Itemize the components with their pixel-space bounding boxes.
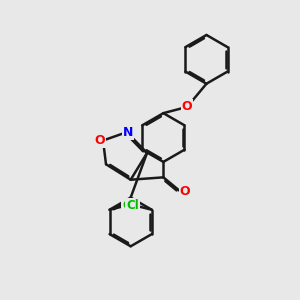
Text: O: O	[182, 100, 193, 113]
Text: N: N	[123, 126, 134, 139]
Text: Cl: Cl	[126, 199, 139, 212]
Text: Cl: Cl	[122, 199, 135, 212]
Text: O: O	[94, 134, 105, 147]
Text: O: O	[180, 185, 190, 198]
